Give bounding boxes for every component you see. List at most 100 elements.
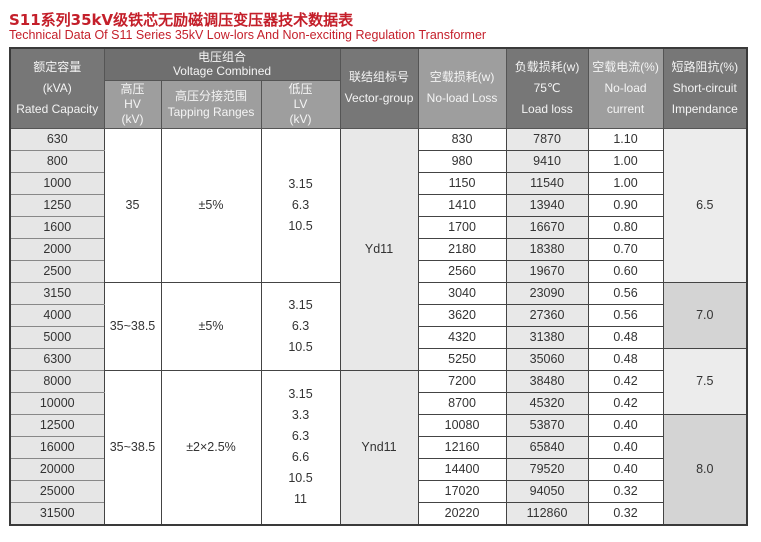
cell-noload-loss: 2180 — [417, 237, 507, 261]
cell-load-loss: 11540 — [505, 171, 589, 195]
header-capacity: 额定容量 (kVA) Rated Capacity — [9, 47, 105, 129]
table-row: 800 980 9410 1.00 — [9, 149, 747, 173]
lv-value: 3.15 — [288, 297, 313, 312]
cell-hv: 35~38.5 — [103, 369, 162, 525]
lv-value: 10.5 — [288, 471, 313, 485]
cell-tapping-range: ±5% — [160, 127, 262, 283]
cell-noload-loss: 20220 — [417, 501, 507, 525]
cell-noload-current: 0.80 — [587, 215, 664, 239]
cell-load-loss: 9410 — [505, 149, 589, 173]
cell-capacity: 20000 — [9, 457, 105, 481]
cell-noload-loss: 1150 — [417, 171, 507, 195]
table-row: 1250 1410 13940 0.90 — [9, 193, 747, 217]
cell-vector-group: Yd11 — [339, 127, 419, 371]
cell-noload-current: 0.32 — [587, 479, 664, 503]
lv-value: 3.3 — [291, 408, 310, 422]
cell-capacity: 2500 — [9, 259, 105, 283]
header-voltage-combined: 电压组合 Voltage Combined — [103, 47, 341, 81]
cell-capacity: 2000 — [9, 237, 105, 261]
cell-load-loss: 79520 — [505, 457, 589, 481]
table-row: 2500 2560 19670 0.60 — [9, 259, 747, 283]
cell-vector-group: Ynd11 — [339, 369, 419, 525]
cell-load-loss: 31380 — [505, 325, 589, 349]
header-hv: 高压 HV (kV) — [103, 79, 162, 129]
cell-noload-current: 0.40 — [587, 413, 664, 437]
cell-impedance: 8.0 — [662, 413, 748, 525]
cell-noload-current: 0.42 — [587, 391, 664, 415]
cell-load-loss: 23090 — [505, 281, 589, 305]
table-row: 630 35 ±5% 3.15 6.3 10.5 Yd11 830 7870 1.10 6.5 — [9, 127, 748, 371]
table-row: 6300 5250 35060 0.48 7.5 — [9, 347, 748, 415]
header-noload-current: 空载电流(%) No-load current — [587, 47, 664, 129]
cell-noload-current: 0.42 — [587, 369, 664, 393]
cell-noload-current: 0.90 — [587, 193, 664, 217]
cell-noload-current: 0.40 — [587, 435, 664, 459]
cell-noload-loss: 17020 — [417, 479, 507, 503]
cell-capacity: 25000 — [9, 479, 105, 503]
cell-lv: 3.15 6.3 10.5 — [260, 127, 341, 283]
cell-load-loss: 7870 — [505, 127, 589, 151]
cell-noload-loss: 980 — [417, 149, 507, 173]
lv-value: 6.3 — [291, 429, 310, 443]
technical-data-table: 额定容量 (kVA) Rated Capacity 电压组合 Voltage C… — [9, 47, 749, 526]
lv-value: 10.5 — [288, 339, 313, 354]
cell-noload-current: 0.32 — [587, 501, 664, 525]
cell-noload-loss: 8700 — [417, 391, 507, 415]
table-row: 1600 1700 16670 0.80 — [9, 215, 747, 239]
cell-load-loss: 27360 — [505, 303, 589, 327]
cell-load-loss: 94050 — [505, 479, 589, 503]
cell-capacity: 1000 — [9, 171, 105, 195]
cell-noload-loss: 14400 — [417, 457, 507, 481]
table-row: 20000 14400 79520 0.40 — [9, 457, 747, 481]
table-row: 12500 10080 53870 0.40 8.0 — [9, 413, 748, 525]
cell-capacity: 1600 — [9, 215, 105, 239]
cell-load-loss: 45320 — [505, 391, 589, 415]
cell-capacity: 630 — [9, 127, 105, 151]
lv-value: 11 — [294, 492, 307, 506]
cell-noload-current: 1.10 — [587, 127, 664, 151]
cell-impedance: 7.5 — [662, 347, 748, 415]
cell-load-loss: 65840 — [505, 435, 589, 459]
cell-capacity: 8000 — [9, 369, 105, 393]
table-row: 25000 17020 94050 0.32 — [9, 479, 747, 503]
cell-noload-loss: 3620 — [417, 303, 507, 327]
cell-noload-current: 0.56 — [587, 281, 664, 305]
cell-lv: 3.15 3.3 6.3 6.6 10.5 11 — [260, 369, 341, 525]
cell-load-loss: 112860 — [505, 501, 589, 525]
table-body: 630 35 ±5% 3.15 6.3 10.5 Yd11 830 7870 1.10 6.5 800… — [9, 127, 748, 525]
header-load-loss: 负载损耗(w) 75℃ Load loss — [505, 47, 589, 129]
table-row: 5000 4320 31380 0.48 — [9, 325, 747, 349]
cell-load-loss: 13940 — [505, 193, 589, 217]
table-row: 16000 12160 65840 0.40 — [9, 435, 747, 459]
cell-noload-loss: 1410 — [417, 193, 507, 217]
cell-noload-loss: 7200 — [417, 369, 507, 393]
cell-capacity: 4000 — [9, 303, 105, 327]
cell-lv: 3.15 6.3 10.5 — [260, 281, 341, 371]
cell-noload-current: 1.00 — [587, 149, 664, 173]
table-row: 2000 2180 18380 0.70 — [9, 237, 747, 261]
cell-load-loss: 18380 — [505, 237, 589, 261]
cell-noload-loss: 3040 — [417, 281, 507, 305]
cell-load-loss: 53870 — [505, 413, 589, 437]
header-lv: 低压 LV (kV) — [260, 79, 341, 129]
lv-value: 6.6 — [291, 450, 310, 464]
cell-hv: 35~38.5 — [103, 281, 162, 371]
cell-tapping-range: ±2×2.5% — [160, 369, 262, 525]
cell-noload-current: 0.60 — [587, 259, 664, 283]
header-impedance: 短路阻抗(%) Short-circuit Impendance — [662, 47, 748, 129]
lv-value: 6.3 — [291, 197, 310, 212]
lv-value: 6.3 — [291, 318, 310, 333]
cell-noload-current: 0.56 — [587, 303, 664, 327]
cell-impedance: 6.5 — [662, 127, 748, 283]
cell-noload-current: 1.00 — [587, 171, 664, 195]
cell-tapping-range: ±5% — [160, 281, 262, 371]
cell-noload-current: 0.48 — [587, 347, 664, 371]
cell-load-loss: 38480 — [505, 369, 589, 393]
header-tapping-ranges: 高压分接范围 Tapping Ranges — [160, 79, 262, 129]
cell-noload-current: 0.40 — [587, 457, 664, 481]
table-row: 8000 35~38.5 ±2×2.5% 3.15 3.3 6.3 6.6 10.5 11 Ynd… — [9, 369, 747, 525]
lv-value: 3.15 — [288, 176, 313, 191]
cell-load-loss: 16670 — [505, 215, 589, 239]
cell-hv: 35 — [103, 127, 162, 283]
cell-impedance: 7.0 — [662, 281, 748, 349]
